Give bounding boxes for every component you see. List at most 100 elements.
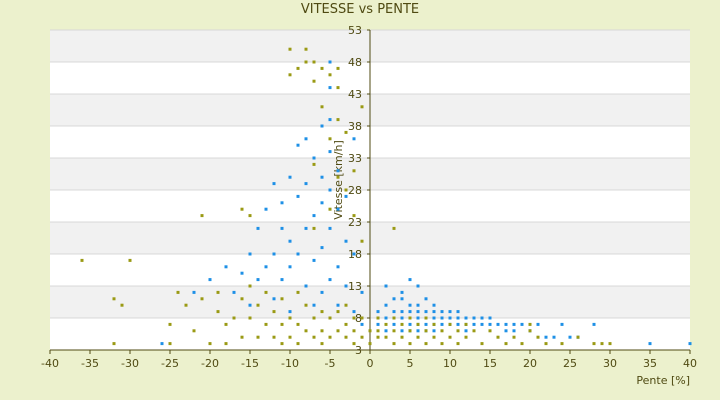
data-point [344,239,348,243]
data-point [352,169,356,173]
data-point [336,310,340,314]
data-point [456,322,460,326]
data-point [176,290,180,294]
x-tick-label: -35 [81,357,99,370]
data-point [336,118,340,122]
data-point [512,335,516,339]
data-point [368,329,372,333]
data-point [272,310,276,314]
data-point [200,297,204,301]
data-point [184,303,188,307]
data-point [416,284,420,288]
data-point [312,60,316,64]
data-point [520,322,524,326]
data-point [272,335,276,339]
y-tick-label: 23 [348,216,362,229]
x-tick-label: -15 [241,357,259,370]
data-point [360,239,364,243]
data-point [304,60,308,64]
data-point [288,310,292,314]
data-point [336,169,340,173]
data-point [456,342,460,346]
data-point [440,310,444,314]
data-point [256,303,260,307]
data-point [424,329,428,333]
x-tick-label: 15 [483,357,497,370]
data-point [280,322,284,326]
data-point [328,86,332,90]
y-tick-label: 48 [348,56,362,69]
data-point [504,322,508,326]
data-point [328,226,332,230]
data-point [312,156,316,160]
data-point [80,258,84,262]
data-point [344,322,348,326]
data-point [456,329,460,333]
data-point [576,335,580,339]
x-tick-label: 25 [563,357,577,370]
data-point [352,342,356,346]
data-point [472,316,476,320]
data-point [288,316,292,320]
data-point [328,73,332,77]
data-point [512,322,516,326]
data-point [416,303,420,307]
y-tick-label: 33 [348,152,362,165]
data-point [256,226,260,230]
x-tick-label: -20 [201,357,219,370]
data-point [320,66,324,70]
data-point [272,252,276,256]
data-point [400,310,404,314]
data-point [264,290,268,294]
data-point [344,335,348,339]
data-point [440,329,444,333]
data-point [608,342,612,346]
data-point [392,310,396,314]
data-point [400,329,404,333]
data-point [312,303,316,307]
data-point [560,322,564,326]
data-point [416,322,420,326]
data-point [648,342,652,346]
data-point [280,278,284,282]
data-point [288,239,292,243]
data-point [480,322,484,326]
data-point [328,278,332,282]
data-point [288,175,292,179]
data-point [160,342,164,346]
data-point [312,162,316,166]
data-point [560,342,564,346]
data-point [328,60,332,64]
x-tick-label: 0 [367,357,374,370]
data-point [376,316,380,320]
data-point [288,265,292,269]
data-point [304,182,308,186]
data-point [424,297,428,301]
data-point [320,246,324,250]
data-point [304,284,308,288]
data-point [416,335,420,339]
data-point [336,265,340,269]
data-point [312,335,316,339]
data-point [240,335,244,339]
data-point [544,342,548,346]
data-point [408,316,412,320]
data-point [360,290,364,294]
data-point [240,207,244,211]
data-point [472,322,476,326]
data-point [248,303,252,307]
data-point [208,342,212,346]
data-point [424,316,428,320]
data-point [416,310,420,314]
data-point [408,322,412,326]
data-point [352,310,356,314]
data-point [432,329,436,333]
data-point [528,329,532,333]
data-point [400,316,404,320]
data-point [496,335,500,339]
data-point [272,297,276,301]
data-point [416,316,420,320]
data-point [296,290,300,294]
